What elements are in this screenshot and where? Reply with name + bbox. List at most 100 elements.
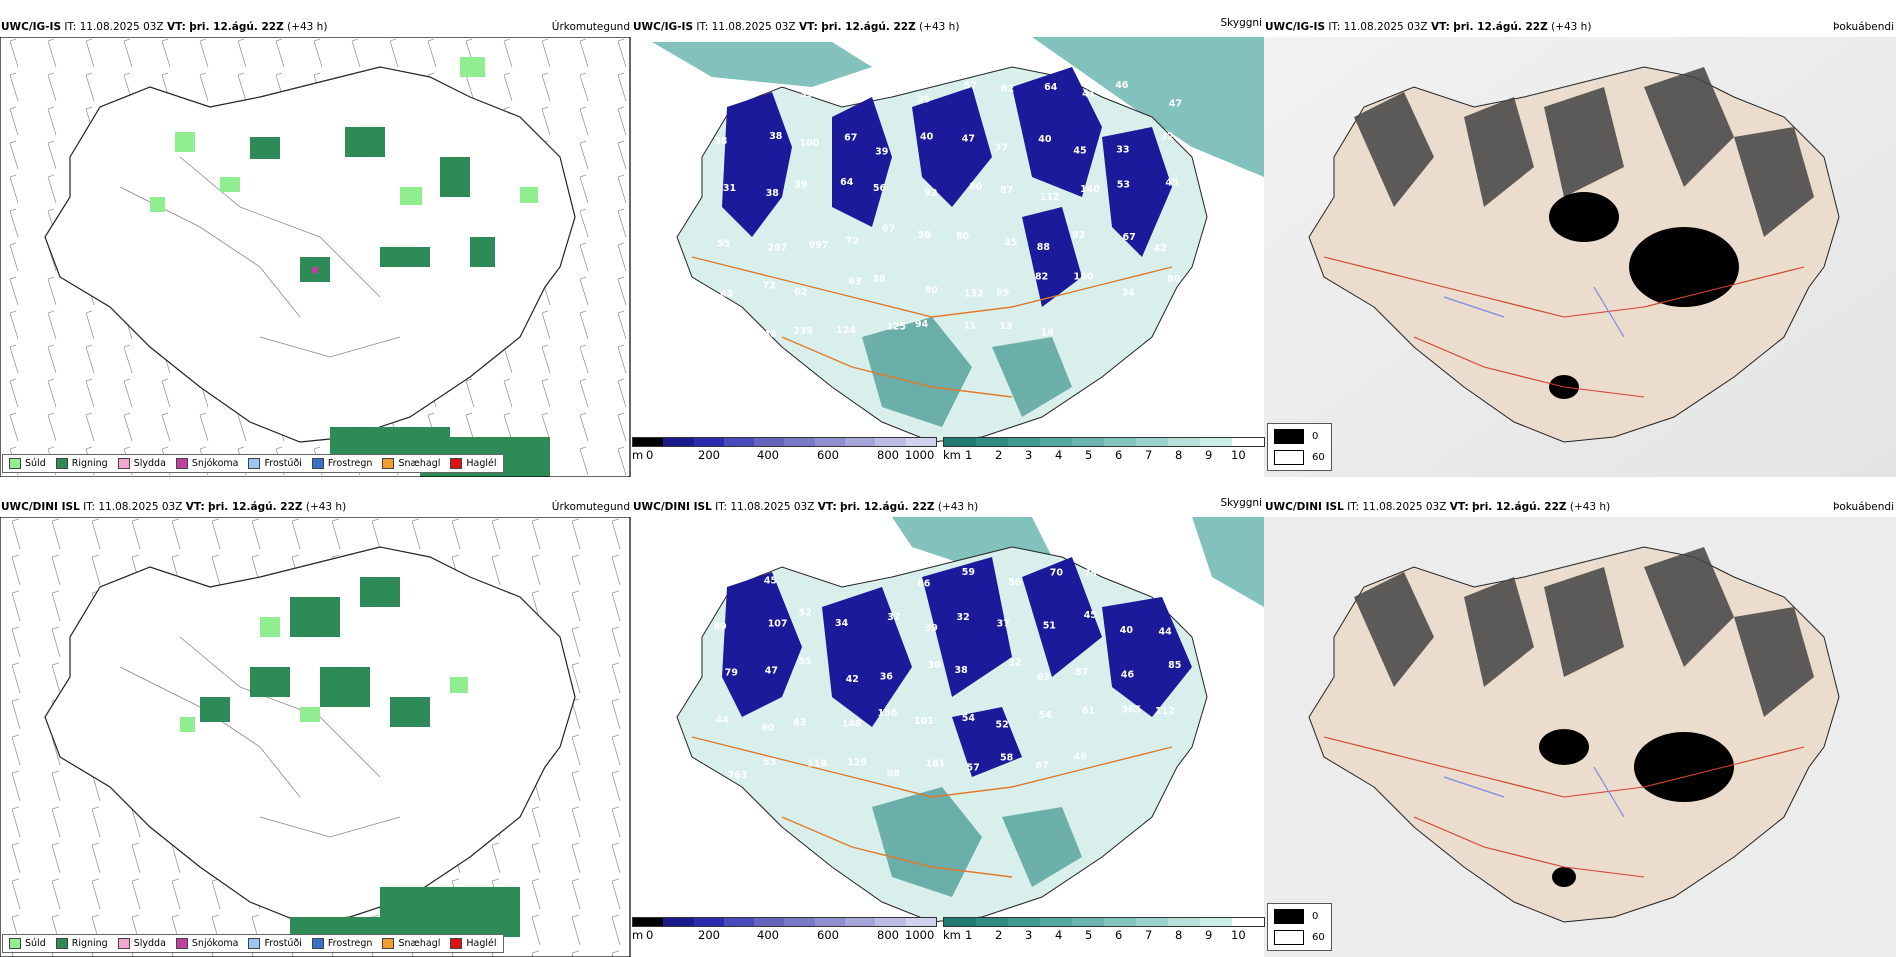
visibility-value-label: 67 (1035, 760, 1048, 771)
visibility-value-label: 132 (964, 288, 984, 299)
model-name: UWC/DINI ISL (1265, 501, 1344, 513)
panel-title: Þokuábendi (1833, 21, 1894, 33)
visibility-value-label: 52 (799, 607, 812, 618)
it-label: IT: (715, 501, 728, 513)
visibility-value-label: 39 (925, 623, 938, 634)
visibility-value-label: 56 (1008, 577, 1022, 588)
visibility-value-label: 70 (1050, 568, 1064, 579)
visibility-value-label: 997 (809, 240, 829, 251)
visibility-value-label: 57 (964, 81, 977, 92)
visibility-value-label: 94 (915, 319, 929, 330)
visibility-value-label: 33 (1116, 145, 1129, 156)
visibility-value-label: 140 (1080, 184, 1100, 195)
visibility-value-label: 80 (1167, 274, 1181, 285)
visibility-value-label: 112 (1155, 706, 1175, 717)
visibility-value-label: 11 (963, 321, 976, 332)
height-colorbar (632, 917, 937, 927)
fog-legend-item: 60 (1274, 930, 1325, 945)
legend-item-haglel: Haglél (450, 938, 497, 949)
visibility-value-label: 67 (882, 224, 895, 235)
legend-swatch (1274, 450, 1304, 465)
tick-label: 600 (817, 448, 839, 462)
model-name: UWC/IG-IS (633, 21, 694, 33)
tick-label: 3 (1025, 928, 1033, 942)
visibility-value-label: 55 (798, 656, 811, 667)
legend-item-snaehagl: Snæhagl (382, 938, 440, 949)
tick-label: 4 (1055, 448, 1063, 462)
visibility-value-label: 40 (1120, 625, 1134, 636)
legend-item-rigning: Rigning (55, 458, 108, 469)
lead-time: (+43 h) (1551, 21, 1592, 33)
visibility-value-label: 59 (962, 567, 975, 578)
visibility-value-label: 92 (924, 188, 937, 199)
visibility-value-label: 58 (1000, 753, 1014, 764)
model-name: UWC/DINI ISL (633, 501, 712, 513)
visibility-value-label: 40 (920, 132, 934, 143)
visibility-value-label: 38 (766, 188, 780, 199)
visibility-value-label: 45 (764, 576, 777, 587)
it-label: IT: (1347, 501, 1360, 513)
tick-label: 800 (877, 928, 899, 942)
panel-title: Skyggni (1220, 17, 1263, 29)
legend-item-frostudi: Frostúði (248, 938, 302, 949)
visibility-value-label: 61 (1082, 705, 1095, 716)
visibility-value-label: 129 (847, 757, 867, 768)
fog-panel-bottom: UWC/DINI ISL IT: 11.08.2025 03Z VT: þri.… (1264, 495, 1896, 957)
visibility-panel-top: UWC/IG-IS IT: 11.08.2025 03Z VT: þri. 12… (632, 15, 1264, 477)
legend-swatch (248, 938, 261, 949)
tick-label: 6 (1115, 928, 1123, 942)
visibility-value-label: 32 (887, 612, 900, 623)
visibility-value-label: 365 (1121, 705, 1141, 716)
visibility-value-label: 80 (925, 285, 939, 296)
visibility-value-label: 34 (1122, 288, 1136, 299)
tick-label: 200 (698, 448, 720, 462)
vt-value: þri. 12.ágú. 22Z (189, 21, 284, 33)
visibility-value-label: 57 (967, 762, 980, 773)
it-label: IT: (1328, 21, 1341, 33)
visibility-value-label: 47 (765, 666, 778, 677)
visibility-value-label: 51 (1043, 620, 1056, 631)
visibility-value-label: 763 (728, 770, 748, 781)
it-value: 11.08.2025 03Z (711, 21, 796, 33)
visibility-value-label: 125 (886, 322, 906, 333)
panel-header: UWC/IG-IS IT: 11.08.2025 03Z VT: þri. 12… (1, 21, 327, 33)
fog-legend-item: 60 (1274, 450, 1325, 465)
visibility-value-label: 89 (714, 622, 727, 633)
precip-panel-bottom: UWC/DINI ISL IT: 11.08.2025 03Z VT: þri.… (0, 495, 632, 957)
visibility-value-label: 39 (917, 95, 930, 106)
model-name: UWC/IG-IS (1265, 21, 1326, 33)
visibility-map: 35 45 75 67 60 66 59 56 70 75 38 70 89 107 52 34 32 39 32 3… (632, 517, 1264, 957)
visibility-value-label: 101 (914, 716, 934, 727)
model-name: UWC/IG-IS (1, 21, 62, 33)
visibility-value-label: 30 (928, 660, 942, 671)
legend-swatch (311, 458, 324, 469)
height-scale-top: m 0 200 400 600 800 1000 (632, 437, 937, 467)
visibility-value-label: 82 (1035, 272, 1048, 283)
visibility-value-label: 38 (1112, 564, 1126, 575)
it-value: 11.08.2025 03Z (1362, 501, 1447, 513)
legend-item-sud: Súld (9, 458, 46, 469)
panel-header: UWC/DINI ISL IT: 11.08.2025 03Z VT: þri.… (1, 501, 346, 513)
model-name: UWC/DINI ISL (1, 501, 80, 513)
precip-legend: Súld Rigning Slydda Snjókoma Frostúði Fr… (2, 454, 504, 473)
visibility-value-label: 75 (806, 564, 819, 575)
visibility-value-label: 67 (1123, 232, 1136, 243)
visibility-value-label: 148 (842, 718, 862, 729)
precip-map: Súld Rigning Slydda Snjókoma Frostúði Fr… (0, 37, 632, 477)
lead-time: (+43 h) (305, 501, 347, 513)
legend-swatch (117, 458, 130, 469)
visibility-value-label: 46 (1115, 80, 1129, 91)
it-label: IT: (696, 21, 709, 33)
visibility-value-label: 50 (721, 90, 735, 101)
it-label: IT: (83, 501, 96, 513)
lead-time: (+43 h) (937, 501, 979, 513)
fog-legend: 0 60 (1267, 423, 1332, 471)
visibility-colorbar (943, 917, 1265, 927)
tick-label: 800 (877, 448, 899, 462)
visibility-value-label: 124 (836, 325, 856, 336)
visibility-value-label: 41 (1082, 89, 1095, 100)
visibility-value-label: 35 (729, 571, 742, 582)
visibility-value-label: 64 (1044, 82, 1058, 93)
height-unit: m (632, 928, 644, 942)
visibility-value-label: 44 (716, 715, 730, 726)
